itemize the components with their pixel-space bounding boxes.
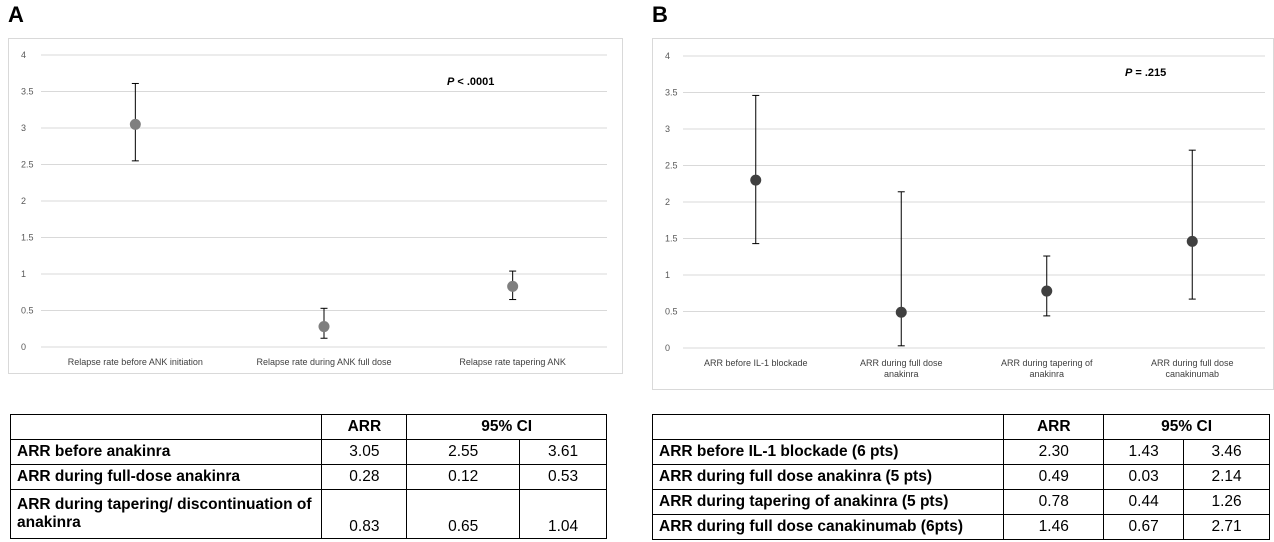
y-tick-label: 3.5 [665,88,678,98]
panel-a-table: ARR 95% CI ARR before anakinra 3.05 2.55… [9,414,607,539]
row-label: ARR during tapering/ discontinuation of … [9,489,323,539]
row-ci-high: 2.71 [1183,514,1270,540]
table-row: ARR during full dose anakinra (5 pts) 0.… [651,464,1270,490]
y-tick-label: 3 [21,123,26,133]
x-tick-label: ARR during full dose [1151,358,1234,368]
row-label: ARR during tapering of anakinra (5 pts) [651,489,1005,515]
y-tick-label: 0.5 [21,306,34,316]
x-tick-label: anakinra [1029,369,1064,379]
row-ci-high: 2.14 [1183,464,1270,490]
y-tick-label: 2.5 [21,160,34,170]
data-point [507,280,519,292]
row-ci-high: 1.04 [519,489,607,539]
row-ci-low: 0.65 [406,489,521,539]
row-ci-low: 0.12 [406,464,521,490]
data-point [750,174,762,186]
y-tick-label: 0 [665,343,670,353]
header-ci: 95% CI [1103,414,1270,440]
x-tick-label: Relapse rate before ANK initiation [68,357,203,367]
y-tick-label: 2.5 [665,161,678,171]
row-arr: 3.05 [321,439,408,465]
data-point [1041,285,1053,297]
row-ci-low: 0.03 [1103,464,1185,490]
data-point [318,321,330,333]
y-tick-label: 4 [21,50,26,60]
x-tick-label: canakinumab [1165,369,1219,379]
row-ci-low: 2.55 [406,439,521,465]
x-tick-label: Relapse rate during ANK full dose [256,357,391,367]
row-ci-low: 0.67 [1103,514,1185,540]
row-ci-low: 1.43 [1103,439,1185,465]
y-tick-label: 1 [21,269,26,279]
row-arr: 0.49 [1003,464,1105,490]
x-tick-label: ARR before IL-1 blockade [704,358,808,368]
y-tick-label: 2 [21,196,26,206]
header-ci: 95% CI [406,414,607,440]
row-label: ARR during full dose canakinumab (6pts) [651,514,1005,540]
x-tick-label: ARR during full dose [860,358,943,368]
header-blank [9,414,323,440]
y-tick-label: 1 [665,270,670,280]
row-arr: 0.78 [1003,489,1105,515]
header-arr: ARR [321,414,408,440]
table-header-row: ARR 95% CI [9,414,607,440]
panel-b-plot: 0 0.5 1 1.5 2 2.5 3 3.5 4 ARR before IL-1 blockad… [665,51,1265,379]
x-tick-label: anakinra [884,369,919,379]
panel-b-table: ARR 95% CI ARR before IL-1 blockade (6 p… [651,414,1270,540]
y-tick-label: 2 [665,197,670,207]
table-row: ARR during full-dose anakinra 0.28 0.12 … [9,464,607,490]
panel-a-letter: A [8,2,24,27]
y-tick-label: 3.5 [21,87,34,97]
table-row: ARR before anakinra 3.05 2.55 3.61 [9,439,607,465]
row-arr: 1.46 [1003,514,1105,540]
y-tick-label: 3 [665,124,670,134]
row-ci-low: 0.44 [1103,489,1185,515]
row-arr: 0.28 [321,464,408,490]
row-label: ARR during full dose anakinra (5 pts) [651,464,1005,490]
row-ci-high: 3.46 [1183,439,1270,465]
panel-a-chart: 0 0.5 1 1.5 2 2.5 3 3.5 4 Relapse rate before ANK… [8,38,623,374]
header-blank [651,414,1005,440]
table-row: ARR before IL-1 blockade (6 pts) 2.30 1.… [651,439,1270,465]
y-tick-label: 1.5 [665,234,678,244]
data-point [895,306,907,318]
row-label: ARR before anakinra [9,439,323,465]
p-value-label: P < .0001 [447,76,494,88]
panel-b-chart: 0 0.5 1 1.5 2 2.5 3 3.5 4 ARR before IL-1 blockad… [652,38,1274,390]
table-row: ARR during full dose canakinumab (6pts) … [651,514,1270,540]
table-row: ARR during tapering/ discontinuation of … [9,489,607,539]
row-arr: 2.30 [1003,439,1105,465]
row-ci-high: 1.26 [1183,489,1270,515]
row-ci-high: 0.53 [519,464,607,490]
y-tick-label: 0 [21,342,26,352]
table-header-row: ARR 95% CI [651,414,1270,440]
x-tick-label: Relapse rate tapering ANK [459,357,566,367]
row-label: ARR before IL-1 blockade (6 pts) [651,439,1005,465]
p-value-label: P = .215 [1125,67,1166,79]
y-tick-label: 1.5 [21,233,34,243]
row-arr: 0.83 [321,489,408,539]
data-point [129,118,141,130]
row-ci-high: 3.61 [519,439,607,465]
header-arr: ARR [1003,414,1105,440]
row-label: ARR during full-dose anakinra [9,464,323,490]
table-row: ARR during tapering of anakinra (5 pts) … [651,489,1270,515]
x-tick-label: ARR during tapering of [1001,358,1093,368]
y-tick-label: 0.5 [665,307,678,317]
panel-a-plot: 0 0.5 1 1.5 2 2.5 3 3.5 4 Relapse rate before ANK… [21,50,607,367]
data-point [1186,235,1198,247]
panel-b-letter: B [652,2,668,27]
y-tick-label: 4 [665,51,670,61]
